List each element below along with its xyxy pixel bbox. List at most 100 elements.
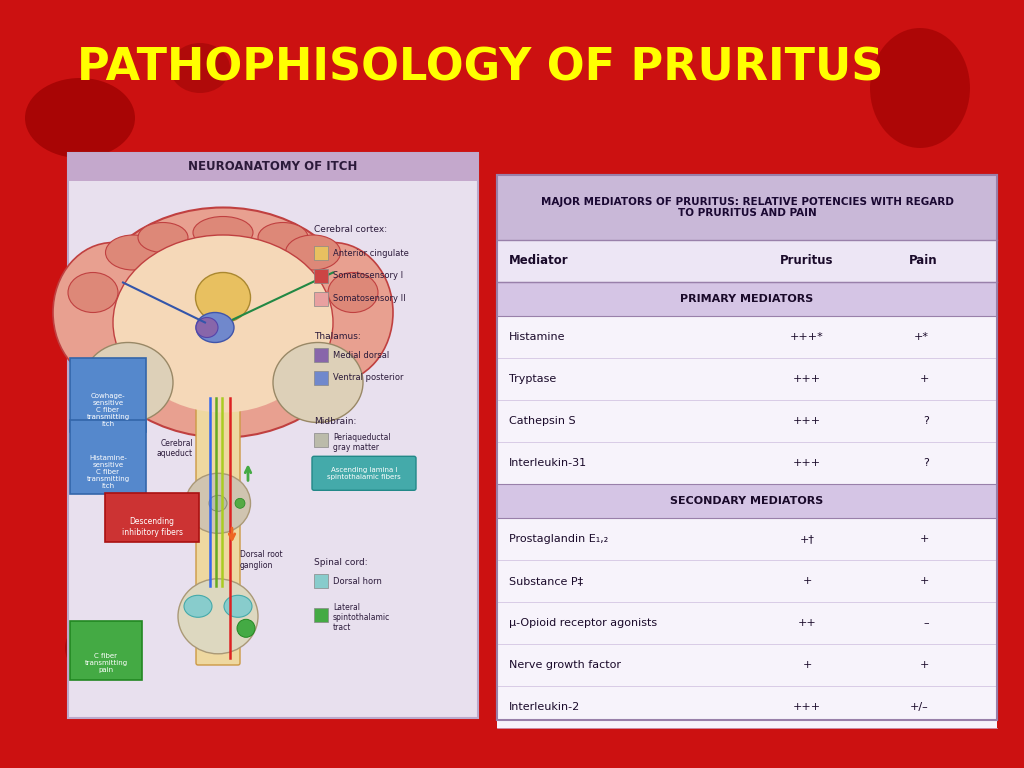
Text: Pruritus: Pruritus: [780, 254, 834, 267]
Text: Substance P‡: Substance P‡: [509, 576, 583, 586]
Ellipse shape: [237, 619, 255, 637]
Text: Histamine: Histamine: [509, 332, 565, 342]
Ellipse shape: [113, 235, 333, 410]
FancyBboxPatch shape: [497, 400, 997, 442]
Text: +: +: [803, 660, 812, 670]
Ellipse shape: [83, 343, 173, 422]
FancyBboxPatch shape: [314, 433, 328, 447]
Ellipse shape: [193, 217, 253, 249]
Ellipse shape: [273, 243, 393, 382]
Text: Cathepsin S: Cathepsin S: [509, 416, 575, 426]
Text: Histamine-
sensitive
C fiber
transmitting
itch: Histamine- sensitive C fiber transmittin…: [86, 455, 130, 489]
FancyBboxPatch shape: [70, 358, 146, 432]
FancyBboxPatch shape: [497, 602, 997, 644]
Text: +: +: [920, 374, 929, 384]
Text: Prostaglandin E₁,₂: Prostaglandin E₁,₂: [509, 534, 608, 544]
Text: Interleukin-31: Interleukin-31: [509, 458, 587, 468]
Text: +*: +*: [914, 332, 929, 342]
FancyBboxPatch shape: [70, 420, 146, 494]
Ellipse shape: [209, 495, 227, 511]
Text: Somatosensory I: Somatosensory I: [333, 271, 403, 280]
Ellipse shape: [184, 595, 212, 617]
FancyBboxPatch shape: [497, 560, 997, 602]
FancyBboxPatch shape: [314, 269, 328, 283]
Text: Cowhage-
sensitive
C fiber
transmitting
itch: Cowhage- sensitive C fiber transmitting …: [86, 393, 130, 427]
Ellipse shape: [905, 628, 995, 708]
Ellipse shape: [53, 243, 173, 382]
Text: Ascending lamina I
spintothalamic fibers: Ascending lamina I spintothalamic fibers: [327, 467, 400, 480]
FancyBboxPatch shape: [314, 574, 328, 588]
FancyBboxPatch shape: [497, 644, 997, 686]
Text: +: +: [920, 534, 929, 544]
Text: ?: ?: [923, 458, 929, 468]
Text: +: +: [803, 576, 812, 586]
Text: ?: ?: [923, 416, 929, 426]
Text: MAJOR MEDIATORS OF PRURITUS: RELATIVE POTENCIES WITH REGARD
TO PRURITUS AND PAIN: MAJOR MEDIATORS OF PRURITUS: RELATIVE PO…: [541, 197, 953, 218]
Ellipse shape: [273, 343, 362, 422]
FancyBboxPatch shape: [497, 484, 997, 518]
Ellipse shape: [328, 273, 378, 313]
FancyBboxPatch shape: [497, 358, 997, 400]
Ellipse shape: [224, 595, 252, 617]
FancyBboxPatch shape: [497, 282, 997, 316]
Ellipse shape: [138, 223, 188, 253]
FancyBboxPatch shape: [497, 316, 997, 358]
Text: –: –: [924, 618, 929, 628]
Text: Anterior cingulate: Anterior cingulate: [333, 249, 409, 258]
Ellipse shape: [185, 473, 251, 533]
Text: +: +: [920, 660, 929, 670]
FancyBboxPatch shape: [497, 175, 997, 720]
Text: Ventral posterior: Ventral posterior: [333, 373, 403, 382]
FancyBboxPatch shape: [497, 686, 997, 728]
Ellipse shape: [258, 223, 308, 253]
Text: Somatosensory II: Somatosensory II: [333, 294, 406, 303]
FancyBboxPatch shape: [314, 348, 328, 362]
Ellipse shape: [196, 317, 218, 337]
FancyBboxPatch shape: [68, 153, 478, 181]
Ellipse shape: [286, 235, 341, 270]
Text: ++: ++: [798, 618, 816, 628]
Text: Nerve growth factor: Nerve growth factor: [509, 660, 621, 670]
Text: Dorsal horn: Dorsal horn: [333, 577, 382, 585]
Text: Periaqueductal
gray matter: Periaqueductal gray matter: [333, 432, 390, 452]
Ellipse shape: [170, 43, 230, 93]
Ellipse shape: [68, 273, 118, 313]
Text: Medial dorsal: Medial dorsal: [333, 350, 389, 359]
Text: PRIMARY MEDIATORS: PRIMARY MEDIATORS: [680, 294, 814, 304]
Ellipse shape: [196, 273, 251, 323]
FancyBboxPatch shape: [105, 493, 199, 542]
FancyBboxPatch shape: [497, 442, 997, 484]
Text: +++: +++: [793, 416, 821, 426]
Ellipse shape: [234, 498, 245, 508]
FancyBboxPatch shape: [70, 621, 142, 680]
Ellipse shape: [25, 78, 135, 158]
Ellipse shape: [178, 579, 258, 654]
Text: +†: +†: [800, 534, 814, 544]
FancyBboxPatch shape: [497, 518, 997, 560]
Text: Pain: Pain: [908, 254, 937, 267]
Text: μ-Opioid receptor agonists: μ-Opioid receptor agonists: [509, 618, 657, 628]
Text: SECONDARY MEDIATORS: SECONDARY MEDIATORS: [671, 496, 823, 506]
Ellipse shape: [65, 618, 135, 678]
Text: Tryptase: Tryptase: [509, 374, 556, 384]
Text: Midbrain:: Midbrain:: [314, 417, 356, 426]
Text: Descending
inhibitory fibers: Descending inhibitory fibers: [122, 518, 182, 537]
Text: +++*: +++*: [791, 332, 824, 342]
FancyBboxPatch shape: [314, 247, 328, 260]
FancyBboxPatch shape: [196, 400, 240, 665]
Text: +/–: +/–: [910, 702, 929, 712]
Text: +++: +++: [793, 374, 821, 384]
Text: Cerebral cortex:: Cerebral cortex:: [314, 225, 387, 234]
FancyBboxPatch shape: [497, 240, 997, 282]
Text: Mediator: Mediator: [509, 254, 568, 267]
Text: PATHOPHISOLOGY OF PRURITUS: PATHOPHISOLOGY OF PRURITUS: [77, 47, 883, 90]
Text: NEUROANATOMY OF ITCH: NEUROANATOMY OF ITCH: [188, 161, 357, 174]
Ellipse shape: [105, 235, 161, 270]
Text: +: +: [920, 576, 929, 586]
Ellipse shape: [870, 28, 970, 148]
FancyBboxPatch shape: [68, 153, 478, 718]
Text: Thalamus:: Thalamus:: [314, 333, 360, 342]
Text: Lateral
spintothalamic
tract: Lateral spintothalamic tract: [333, 603, 390, 632]
Text: Cerebral
aqueduct: Cerebral aqueduct: [157, 439, 193, 458]
FancyBboxPatch shape: [312, 456, 416, 490]
